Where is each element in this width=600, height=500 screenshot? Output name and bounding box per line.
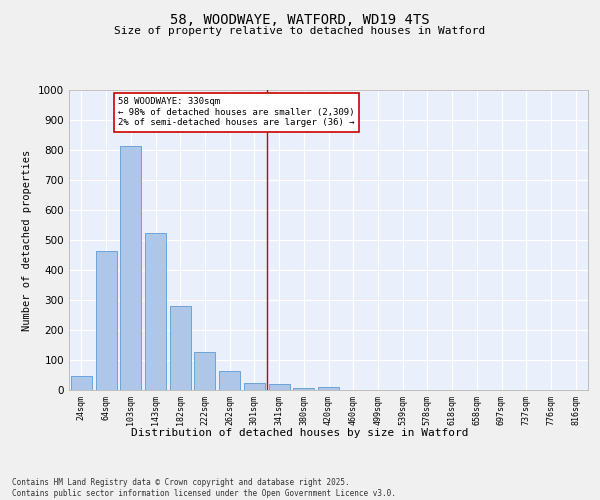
Bar xyxy=(318,387,339,390)
Bar xyxy=(145,232,166,390)
Bar xyxy=(71,376,92,390)
Text: Distribution of detached houses by size in Watford: Distribution of detached houses by size … xyxy=(131,428,469,438)
Bar xyxy=(244,382,265,390)
Bar xyxy=(95,250,116,390)
Text: 58, WOODWAYE, WATFORD, WD19 4TS: 58, WOODWAYE, WATFORD, WD19 4TS xyxy=(170,12,430,26)
Bar xyxy=(219,372,240,390)
Bar xyxy=(170,306,191,390)
Text: Size of property relative to detached houses in Watford: Size of property relative to detached ho… xyxy=(115,26,485,36)
Bar xyxy=(293,388,314,390)
Bar xyxy=(269,384,290,390)
Bar xyxy=(194,352,215,390)
Y-axis label: Number of detached properties: Number of detached properties xyxy=(22,150,32,330)
Text: 58 WOODWAYE: 330sqm
← 98% of detached houses are smaller (2,309)
2% of semi-deta: 58 WOODWAYE: 330sqm ← 98% of detached ho… xyxy=(118,98,355,128)
Text: Contains HM Land Registry data © Crown copyright and database right 2025.
Contai: Contains HM Land Registry data © Crown c… xyxy=(12,478,396,498)
Bar xyxy=(120,146,141,390)
